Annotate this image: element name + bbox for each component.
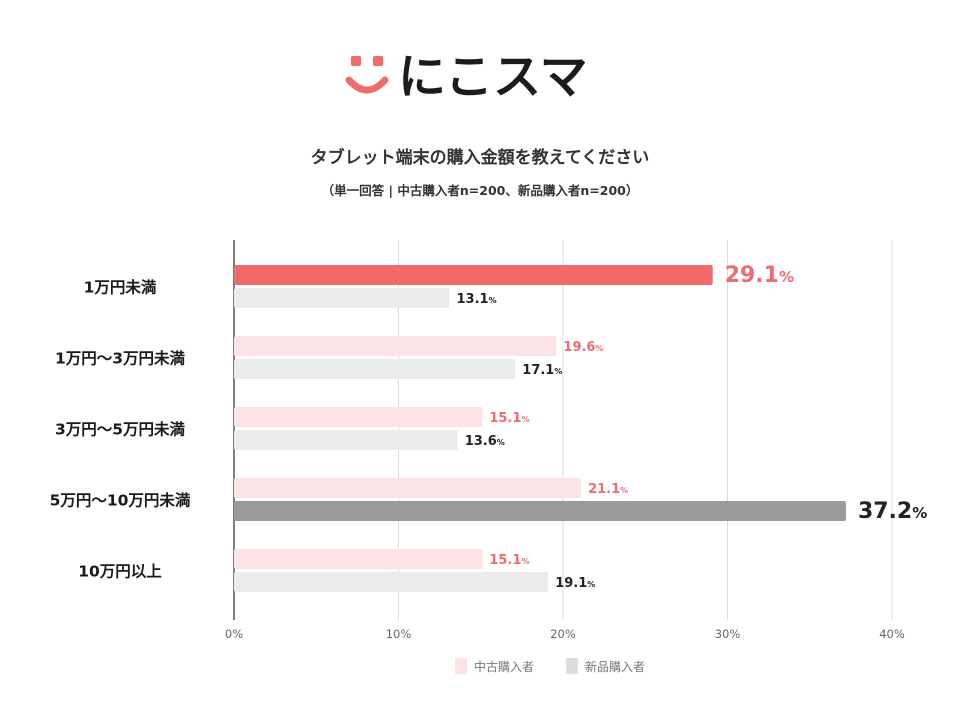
- bar-used-0: [234, 265, 713, 285]
- legend-swatch-used: [455, 658, 467, 674]
- category-labels: 1万円未満 1万円〜3万円未満 3万円〜5万円未満 5万円〜10万円未満 10万円以上: [50, 278, 191, 581]
- value-label-new-4: 19.1%: [555, 576, 595, 591]
- legend-swatch-new: [566, 658, 578, 674]
- chart-subtitle: （単一回答 | 中古購入者n=200、新品購入者n=200）: [322, 183, 639, 198]
- value-label-new-2: 13.6%: [465, 434, 505, 449]
- category-label-3: 5万円〜10万円未満: [50, 491, 191, 510]
- category-label-1: 1万円〜3万円未満: [55, 349, 186, 368]
- value-label-new-0: 13.1%: [456, 292, 496, 307]
- category-label-0: 1万円未満: [84, 278, 157, 297]
- value-label-new-3: 37.2%: [858, 499, 927, 524]
- bar-new-3: [234, 501, 846, 521]
- legend-label-new: 新品購入者: [585, 659, 645, 674]
- smile-logo-icon: [345, 56, 389, 94]
- x-tick-label-1: 10%: [386, 627, 412, 641]
- value-label-used-4: 15.1%: [489, 553, 529, 568]
- x-tick-label-0: 0%: [225, 627, 243, 641]
- bar-used-2: [234, 407, 483, 427]
- x-tick-label-3: 30%: [715, 627, 741, 641]
- value-label-used-1: 19.6%: [563, 340, 603, 355]
- value-label-new-1: 17.1%: [522, 363, 562, 378]
- x-tick-label-2: 20%: [550, 627, 576, 641]
- chart-title: タブレット端末の購入金額を教えてください: [311, 147, 650, 168]
- legend-label-used: 中古購入者: [474, 659, 534, 674]
- bar-new-4: [234, 572, 549, 592]
- category-label-2: 3万円〜5万円未満: [55, 420, 186, 439]
- value-label-used-2: 15.1%: [489, 411, 529, 426]
- bar-used-1: [234, 336, 557, 356]
- value-label-used-3: 21.1%: [588, 482, 628, 497]
- legend: 中古購入者 新品購入者: [455, 658, 645, 674]
- bar-new-1: [234, 359, 516, 379]
- bar-used-3: [234, 478, 582, 498]
- brand-logo: にこスマ: [345, 49, 588, 105]
- x-axis-ticks: 0% 10% 20% 30% 40%: [225, 627, 905, 641]
- bar-new-0: [234, 288, 450, 308]
- value-labels: 29.1% 19.6% 15.1% 21.1% 15.1% 13.1% 17.1% 13.6%…: [456, 263, 927, 591]
- x-tick-label-4: 40%: [879, 627, 905, 641]
- bars: [234, 265, 846, 592]
- brand-name: にこスマ: [398, 49, 588, 105]
- bar-new-2: [234, 430, 458, 450]
- value-label-used-0: 29.1%: [725, 263, 794, 288]
- category-label-4: 10万円以上: [78, 563, 162, 581]
- bar-used-4: [234, 549, 483, 569]
